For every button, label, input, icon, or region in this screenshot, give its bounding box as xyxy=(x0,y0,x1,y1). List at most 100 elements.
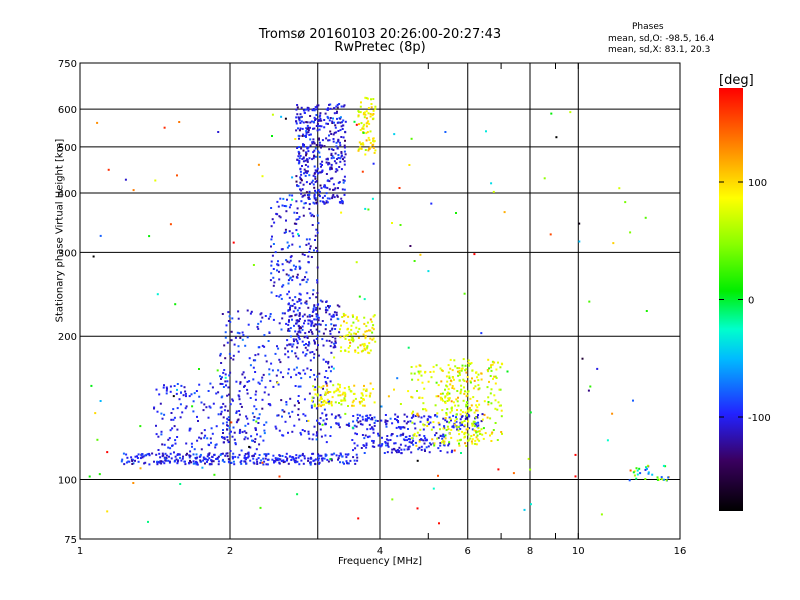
data-point xyxy=(295,313,298,316)
data-point xyxy=(527,457,530,460)
data-point xyxy=(357,351,360,354)
data-point xyxy=(132,482,135,484)
data-point xyxy=(344,131,347,134)
data-point xyxy=(273,459,276,462)
data-point xyxy=(245,462,247,465)
data-point xyxy=(300,179,303,182)
data-point xyxy=(164,458,167,461)
data-point xyxy=(203,436,206,439)
data-point xyxy=(432,365,435,368)
data-point xyxy=(223,441,225,444)
data-point xyxy=(176,460,179,463)
data-point xyxy=(334,170,337,173)
data-point xyxy=(467,359,470,362)
data-point xyxy=(254,371,257,373)
data-point xyxy=(313,197,316,200)
data-point xyxy=(160,462,163,465)
data-point xyxy=(312,138,315,141)
data-point xyxy=(478,439,481,442)
data-point xyxy=(256,463,259,465)
data-point xyxy=(435,432,438,435)
data-point xyxy=(184,390,187,393)
data-point xyxy=(395,419,398,421)
data-point xyxy=(292,310,295,313)
data-point xyxy=(364,434,367,437)
data-point xyxy=(261,316,264,319)
data-point xyxy=(588,300,591,303)
data-point xyxy=(287,372,290,375)
data-point xyxy=(332,315,335,318)
data-point xyxy=(344,393,347,396)
data-point xyxy=(226,409,229,412)
data-point xyxy=(361,418,364,421)
data-point xyxy=(312,293,314,296)
data-point xyxy=(169,429,172,432)
data-point xyxy=(313,109,316,112)
data-point xyxy=(395,449,397,452)
data-point xyxy=(197,420,199,422)
data-point xyxy=(226,455,229,458)
data-point xyxy=(475,404,478,407)
data-point xyxy=(244,436,247,439)
data-point xyxy=(293,303,296,305)
data-point xyxy=(368,342,371,345)
data-point xyxy=(317,453,320,456)
data-point xyxy=(333,121,335,124)
data-point xyxy=(471,377,473,380)
data-point xyxy=(262,463,265,466)
data-point xyxy=(309,212,312,215)
data-point xyxy=(301,135,304,137)
data-point xyxy=(656,476,659,479)
data-point xyxy=(305,131,308,134)
data-point xyxy=(228,374,231,377)
data-point xyxy=(289,335,292,338)
data-point xyxy=(444,417,447,420)
data-point xyxy=(342,391,345,394)
data-point xyxy=(393,388,395,391)
data-point xyxy=(289,268,292,271)
data-point xyxy=(491,363,494,366)
data-point xyxy=(160,433,163,436)
data-point xyxy=(336,103,339,106)
data-point xyxy=(463,292,466,295)
data-point xyxy=(440,398,443,401)
data-point xyxy=(192,460,195,463)
y-tick-label: 500 xyxy=(58,143,77,154)
data-point xyxy=(288,343,291,346)
data-point xyxy=(284,228,287,231)
data-point xyxy=(132,462,135,465)
data-point xyxy=(343,179,346,182)
data-point xyxy=(155,424,157,427)
data-point xyxy=(231,317,234,320)
data-point xyxy=(472,433,475,436)
data-point xyxy=(219,352,222,355)
data-point xyxy=(343,163,346,166)
data-point xyxy=(300,147,303,150)
data-point xyxy=(311,158,314,161)
data-point xyxy=(343,150,346,153)
data-point xyxy=(318,372,321,375)
data-point xyxy=(285,219,287,222)
data-point xyxy=(184,392,187,395)
data-point xyxy=(302,109,305,112)
data-point xyxy=(302,214,305,217)
data-point xyxy=(315,328,318,331)
data-point xyxy=(316,105,319,108)
data-point xyxy=(160,460,163,463)
data-point xyxy=(340,453,342,456)
data-point xyxy=(296,333,299,336)
data-point xyxy=(314,189,316,192)
data-point xyxy=(286,241,289,244)
data-point xyxy=(309,133,312,136)
data-point xyxy=(371,426,374,429)
data-point xyxy=(408,164,411,166)
data-point xyxy=(450,419,452,422)
data-point xyxy=(338,103,341,105)
data-point xyxy=(176,436,179,438)
data-point xyxy=(317,316,320,319)
data-point xyxy=(330,133,333,135)
data-point xyxy=(293,222,296,225)
data-point xyxy=(435,381,438,384)
data-point xyxy=(450,428,453,431)
data-point xyxy=(318,461,321,464)
